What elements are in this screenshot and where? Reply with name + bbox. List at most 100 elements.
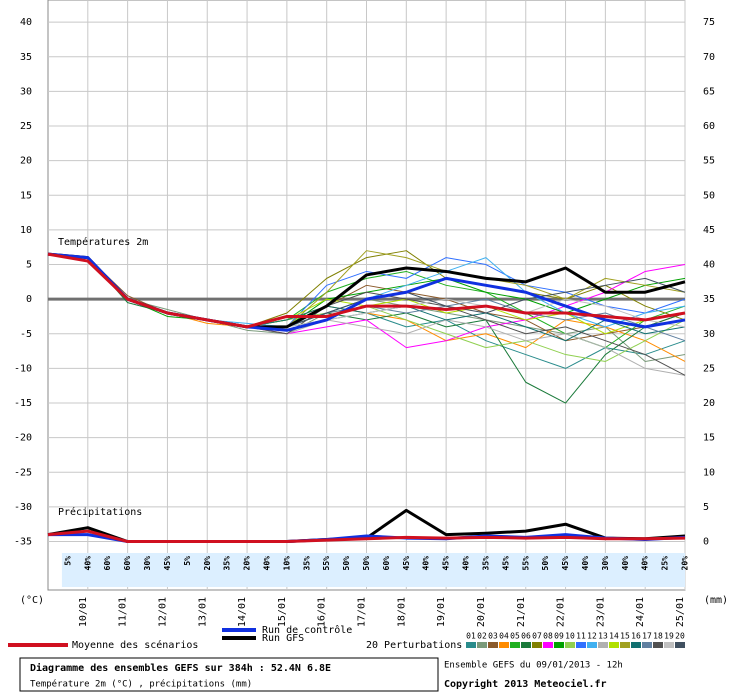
y-tick-label: 20 bbox=[20, 156, 32, 167]
x-tick-label: 16/01 bbox=[317, 597, 328, 627]
legend-label: 17 bbox=[642, 632, 652, 641]
y2-tick-label: 5 bbox=[703, 502, 709, 513]
probability-label: 40% bbox=[462, 556, 471, 571]
x-tick-label: 21/01 bbox=[516, 597, 527, 627]
y-tick-label: 10 bbox=[20, 225, 32, 236]
y2-tick-label: 20 bbox=[703, 398, 715, 409]
probability-label: 35% bbox=[223, 556, 232, 571]
x-tick-label: 19/01 bbox=[436, 597, 447, 627]
legend-swatch bbox=[521, 642, 531, 648]
annotation: Températures 2m bbox=[58, 236, 148, 248]
y2-tick-label: 65 bbox=[703, 86, 715, 97]
y-tick-label: -35 bbox=[14, 537, 32, 548]
x-tick-label: 20/01 bbox=[476, 597, 487, 627]
y2-tick-label: 55 bbox=[703, 156, 715, 167]
probability-label: 30% bbox=[143, 556, 152, 571]
x-tick-label: 13/01 bbox=[197, 597, 208, 627]
legend-label: 02 bbox=[477, 632, 487, 641]
x-tick-label: 18/01 bbox=[396, 597, 407, 627]
y2-tick-label: 35 bbox=[703, 294, 715, 305]
probability-label: 35% bbox=[481, 556, 490, 571]
x-tick-label: 10/01 bbox=[78, 597, 89, 627]
probability-label: 60% bbox=[103, 556, 112, 571]
probability-label: 55% bbox=[521, 556, 530, 571]
probability-label: 45% bbox=[402, 556, 411, 571]
series-line bbox=[47, 529, 686, 544]
x-tick-label: 11/01 bbox=[118, 597, 129, 627]
y-tick-label: 15 bbox=[20, 190, 32, 201]
y-tick-label: -15 bbox=[14, 398, 32, 409]
probability-label: 20% bbox=[243, 556, 252, 571]
probability-label: 20% bbox=[681, 556, 690, 571]
probability-label: 40% bbox=[422, 556, 431, 571]
probability-label: 40% bbox=[621, 556, 630, 571]
legend-label: 20 Perturbations bbox=[366, 640, 462, 651]
probability-label: 45% bbox=[442, 556, 451, 571]
probability-label: 45% bbox=[561, 556, 570, 571]
x-tick-label: 24/01 bbox=[635, 597, 646, 627]
y2-tick-label: 50 bbox=[703, 190, 715, 201]
legend-swatch bbox=[598, 642, 608, 648]
probability-label: 10% bbox=[282, 556, 291, 571]
legend-swatch bbox=[554, 642, 564, 648]
y2-tick-label: 30 bbox=[703, 329, 715, 340]
y-tick-label: -25 bbox=[14, 467, 32, 478]
y-tick-label: 5 bbox=[26, 260, 32, 271]
legend-label: 12 bbox=[587, 632, 597, 641]
legend-label: 20 bbox=[675, 632, 685, 641]
probability-label: 5% bbox=[63, 556, 72, 566]
legend-label: 13 bbox=[598, 632, 608, 641]
legend-swatch bbox=[477, 642, 487, 648]
y-tick-label: 40 bbox=[20, 17, 32, 28]
y-tick-label: 25 bbox=[20, 121, 32, 132]
footer-box bbox=[19, 657, 439, 692]
x-tick-label: 14/01 bbox=[237, 597, 248, 627]
x-tick-label: 12/01 bbox=[157, 597, 168, 627]
legend-swatch bbox=[532, 642, 542, 648]
footer-ensemble: Ensemble GEFS du 09/01/2013 - 12h bbox=[444, 661, 623, 671]
legend-label: 04 bbox=[499, 632, 509, 641]
x-tick-label: 15/01 bbox=[277, 597, 288, 627]
legend-label: 08 bbox=[543, 632, 553, 641]
y-tick-label: 0 bbox=[26, 294, 32, 305]
probability-label: 45% bbox=[163, 556, 172, 571]
y2-tick-label: 15 bbox=[703, 433, 715, 444]
y-tick-label: -5 bbox=[20, 329, 32, 340]
probability-label: 30% bbox=[601, 556, 610, 571]
legend-label: 15 bbox=[620, 632, 630, 641]
legend-label: 14 bbox=[609, 632, 619, 641]
legend-label: Run de contrôle bbox=[262, 624, 352, 636]
probability-label: 45% bbox=[501, 556, 510, 571]
y2-tick-label: 40 bbox=[703, 260, 715, 271]
y2-tick-label: 60 bbox=[703, 121, 715, 132]
y-tick-label: 35 bbox=[20, 52, 32, 63]
probability-label: 60% bbox=[123, 556, 132, 571]
probability-band bbox=[61, 553, 685, 587]
footer-subtitle: Température 2m (°C) , précipitations (mm… bbox=[30, 679, 252, 690]
annotation: Précipitations bbox=[58, 506, 142, 518]
legend-swatch bbox=[620, 642, 630, 648]
legend-swatch bbox=[565, 642, 575, 648]
legend-swatch bbox=[510, 642, 520, 648]
y2-tick-label: 25 bbox=[703, 363, 715, 374]
probability-label: 25% bbox=[661, 556, 670, 571]
legend-label: 11 bbox=[576, 632, 586, 641]
legend-label: 19 bbox=[664, 632, 674, 641]
probability-label: 40% bbox=[581, 556, 590, 571]
probability-label: 20% bbox=[203, 556, 212, 571]
legend-swatch bbox=[587, 642, 597, 648]
probability-label: 40% bbox=[262, 556, 271, 571]
legend-label: 06 bbox=[521, 632, 531, 641]
legend-swatch bbox=[576, 642, 586, 648]
y2-tick-label: 70 bbox=[703, 52, 715, 63]
x-tick-label: 23/01 bbox=[595, 597, 606, 627]
legend-swatch bbox=[499, 642, 509, 648]
y2-tick-label: 75 bbox=[703, 17, 715, 28]
probability-label: 5% bbox=[183, 556, 192, 566]
legend-swatch bbox=[609, 642, 619, 648]
legend-swatch bbox=[664, 642, 674, 648]
y-tick-label: -30 bbox=[14, 502, 32, 513]
probability-label: 60% bbox=[382, 556, 391, 571]
y2-unit-label: (mm) bbox=[704, 595, 728, 606]
